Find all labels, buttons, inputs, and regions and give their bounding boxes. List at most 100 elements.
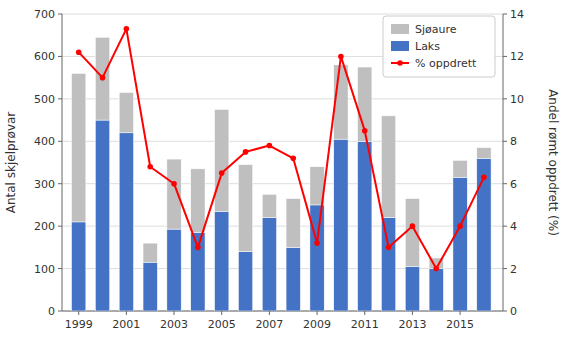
legend-label: % oppdrett <box>415 57 477 70</box>
y2-tick-label: 14 <box>510 8 524 21</box>
bar <box>358 141 372 311</box>
bar <box>358 67 372 141</box>
y2-tick-label: 0 <box>510 305 517 318</box>
y2-tick-label: 4 <box>510 220 517 233</box>
x-tick <box>317 311 318 315</box>
bar <box>191 169 205 233</box>
line-marker <box>433 266 439 272</box>
bar <box>119 133 133 311</box>
x-tick-label: 1999 <box>65 318 93 331</box>
bar <box>72 73 86 222</box>
line <box>79 29 484 269</box>
bar <box>143 262 157 311</box>
x-tick <box>364 311 365 315</box>
bar <box>405 266 419 311</box>
line-marker <box>481 175 487 181</box>
y2-axis-label: Andel rømt oppdrett (%) <box>546 89 560 236</box>
x-tick <box>78 311 79 315</box>
x-tick <box>126 311 127 315</box>
x-tick-label: 2015 <box>446 318 474 331</box>
y-tick-label: 300 <box>34 178 55 191</box>
bar <box>95 120 109 311</box>
y-tick-label: 700 <box>34 8 55 21</box>
line-marker <box>195 245 201 251</box>
bar <box>453 177 467 311</box>
x-tick-label: 2013 <box>398 318 426 331</box>
y2-tick-label: 10 <box>510 93 524 106</box>
bar <box>238 252 252 311</box>
grid-line <box>62 14 503 15</box>
y-tick-label: 500 <box>34 93 55 106</box>
bar <box>95 37 109 120</box>
y-tick <box>58 226 62 227</box>
line-marker <box>314 240 320 246</box>
grid <box>62 14 503 311</box>
line-marker <box>100 75 106 81</box>
legend-swatch <box>391 41 409 51</box>
bar-series <box>72 120 492 311</box>
y-tick <box>58 268 62 269</box>
x-tick-label: 2003 <box>160 318 188 331</box>
line-marker <box>362 128 368 134</box>
y-tick <box>58 141 62 142</box>
line-marker <box>457 223 463 229</box>
legend: Sjøaure Laks % oppdrett <box>383 16 495 77</box>
x-tick <box>221 311 222 315</box>
legend-label: Sjøaure <box>415 23 457 36</box>
x-tick-label: 2001 <box>112 318 140 331</box>
y2-tick <box>503 98 507 99</box>
line-series <box>76 26 487 271</box>
legend-marker <box>397 60 403 66</box>
bar <box>405 199 419 267</box>
line-marker <box>219 170 225 176</box>
line-marker <box>171 181 177 187</box>
bar <box>453 160 467 177</box>
y2-tick <box>503 183 507 184</box>
marks <box>72 26 492 311</box>
bar <box>310 205 324 311</box>
y-tick <box>58 183 62 184</box>
bar <box>215 211 229 311</box>
chart: 0100200300400500600700024681012141999200… <box>0 0 561 343</box>
bar <box>286 199 300 248</box>
y-axis-line <box>62 14 63 311</box>
bar <box>167 229 181 311</box>
y2-tick <box>503 56 507 57</box>
x-tick-label: 2009 <box>303 318 331 331</box>
bar <box>477 158 491 311</box>
y-tick-label: 100 <box>34 263 55 276</box>
y-tick-label: 0 <box>48 305 55 318</box>
x-tick <box>412 311 413 315</box>
y2-tick-label: 12 <box>510 50 524 63</box>
y-tick <box>58 98 62 99</box>
line-marker <box>76 49 82 55</box>
line-marker <box>410 223 416 229</box>
y2-tick <box>503 14 507 15</box>
bar <box>334 139 348 311</box>
x-tick-label: 2005 <box>208 318 236 331</box>
legend-swatch <box>391 24 409 34</box>
bar <box>262 194 276 217</box>
axes: 0100200300400500600700024681012141999200… <box>34 8 524 331</box>
line-marker <box>386 245 392 251</box>
line-marker <box>290 155 296 161</box>
bar <box>477 148 491 159</box>
y-tick <box>58 14 62 15</box>
bar <box>215 109 229 211</box>
y-tick-label: 400 <box>34 135 55 148</box>
legend-label: Laks <box>415 40 440 53</box>
x-tick <box>269 311 270 315</box>
y-tick-label: 600 <box>34 50 55 63</box>
y2-tick <box>503 268 507 269</box>
x-tick-label: 2007 <box>255 318 283 331</box>
y2-tick-label: 6 <box>510 178 517 191</box>
bar <box>381 116 395 218</box>
y-tick <box>58 311 62 312</box>
line-marker <box>147 164 153 170</box>
y2-tick <box>503 226 507 227</box>
bar <box>262 218 276 311</box>
bar <box>72 222 86 311</box>
y2-tick-label: 2 <box>510 263 517 276</box>
x-tick-label: 2011 <box>351 318 379 331</box>
bar <box>381 218 395 311</box>
